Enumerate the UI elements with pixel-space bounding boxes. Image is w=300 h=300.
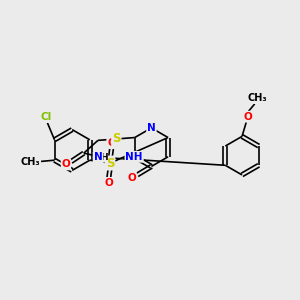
Text: S: S — [106, 157, 114, 169]
Text: S: S — [112, 133, 121, 146]
Text: N: N — [147, 123, 156, 133]
Text: CH₃: CH₃ — [248, 93, 267, 103]
Text: H: H — [100, 153, 107, 162]
Text: Cl: Cl — [40, 112, 52, 122]
Text: N: N — [94, 152, 102, 162]
Text: O: O — [243, 112, 252, 122]
Text: NH: NH — [125, 152, 143, 162]
Text: O: O — [107, 138, 116, 148]
Text: O: O — [61, 159, 70, 170]
Text: CH₃: CH₃ — [21, 157, 40, 166]
Text: O: O — [104, 178, 113, 188]
Text: O: O — [127, 173, 136, 183]
